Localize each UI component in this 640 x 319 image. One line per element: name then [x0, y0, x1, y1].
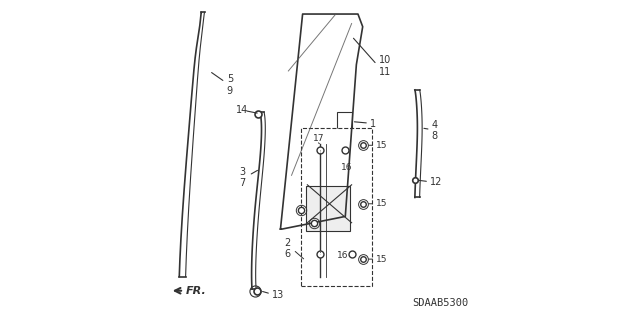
Text: 15: 15 — [376, 141, 388, 150]
Text: 16: 16 — [337, 251, 349, 260]
Text: 16: 16 — [340, 163, 352, 172]
Text: 13: 13 — [272, 290, 284, 300]
Text: 17: 17 — [313, 134, 324, 144]
FancyBboxPatch shape — [337, 112, 351, 133]
FancyBboxPatch shape — [301, 128, 372, 286]
Text: 10
11: 10 11 — [378, 56, 391, 77]
Text: 14: 14 — [236, 105, 248, 115]
Text: 5
9: 5 9 — [227, 74, 233, 96]
Text: 15: 15 — [376, 199, 388, 208]
Text: FR.: FR. — [186, 286, 206, 296]
Text: SDAAB5300: SDAAB5300 — [412, 298, 468, 308]
FancyBboxPatch shape — [306, 186, 350, 231]
Text: 1: 1 — [370, 119, 376, 129]
Text: 3
7: 3 7 — [239, 167, 246, 188]
Text: 15: 15 — [376, 255, 388, 263]
Text: 12: 12 — [430, 177, 442, 187]
Text: 2
6: 2 6 — [285, 238, 291, 259]
Text: 4
8: 4 8 — [431, 120, 438, 141]
